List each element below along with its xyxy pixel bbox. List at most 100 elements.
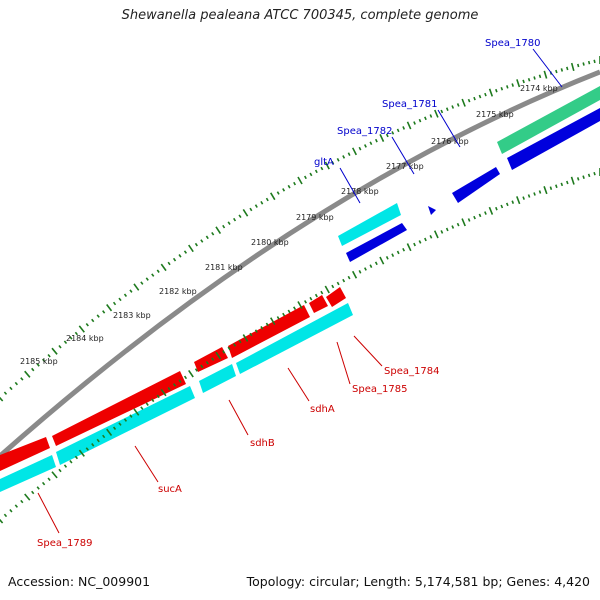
scale-label: 2184 kbp [66,334,104,343]
feature-spea-1780-rna[interactable] [497,86,600,154]
scale-tick [215,351,222,360]
feature-suca-rna[interactable] [56,386,195,465]
scale-tick [342,278,346,283]
scale-tick [20,499,24,504]
scale-tick [451,225,455,229]
feature-spea-1789-rna[interactable] [0,455,56,492]
feature-sdhb-rna[interactable] [199,364,236,393]
scale-tick [287,309,291,314]
scale-tick [413,242,416,247]
scale-tick [63,340,68,345]
scale-tick [156,394,160,399]
scale-tick [424,116,427,121]
scale-tick [495,88,498,93]
gene-label-glta[interactable]: gltA [314,157,334,168]
scale-tick [0,396,4,402]
scale-tick [254,329,258,333]
scale-tick [47,477,51,481]
gene-label-sdhb[interactable]: sdhB [250,438,275,449]
scale-tick [358,146,362,151]
feature-suca-cds[interactable] [52,371,186,446]
scale-tick [433,230,439,239]
scale-tick [533,192,536,196]
feature-spea-1789-cds[interactable] [0,437,50,471]
scale-label: 2185 kbp [20,357,58,366]
scale-tick [522,79,525,84]
leader-line [228,399,249,436]
scale-tick [69,336,73,340]
scale-tick [582,175,585,179]
scale-tick [484,92,487,97]
scale-tick [282,188,286,192]
scale-label: 2179 kbp [296,213,334,222]
scale-tick [522,196,525,200]
scale-tick [0,518,4,524]
gene-label-spea-1781[interactable]: Spea_1781 [382,99,437,110]
scale-tick [451,105,455,109]
scale-tick [74,455,79,460]
scale-tick [516,196,521,205]
scale-tick [276,316,280,320]
scale-tick [391,253,395,257]
scale-tick [129,414,133,418]
scale-tick [63,464,68,468]
scale-tick [516,79,521,88]
scale-tick [78,449,85,457]
feature-sdhb-cds[interactable] [194,347,228,372]
feature-sdha-cds[interactable] [228,305,310,358]
scale-tick [145,402,149,406]
scale-tick [9,509,13,513]
scale-tick [24,493,31,501]
footer-summary: Topology: circular; Length: 5,174,581 bp… [246,574,590,589]
scale-tick [178,379,182,383]
scale-tick [238,339,242,344]
feature-spea-1780-cds[interactable] [507,108,600,170]
scale-tick [429,235,433,239]
scale-tick [488,88,494,97]
feature-glta-cds[interactable] [346,223,407,262]
gene-labels-bottom: Spea_1784 Spea_1785 sdhA sdhB sucA Spea_… [37,335,439,549]
scale-tick [293,306,297,311]
scale-tick [445,107,449,111]
scale-tick [215,226,222,235]
scale-tick [467,98,471,103]
scale-tick [351,147,358,156]
scale-tick [106,428,113,436]
scale-tick [20,377,24,381]
feature-spea-1785-cds[interactable] [309,295,328,313]
scale-tick [418,118,422,123]
scale-tick [85,323,89,327]
scale-tick [183,250,188,254]
scale-tick [374,261,378,266]
scale-tick [506,85,509,89]
scale-tick [106,304,113,312]
scale-tick [484,211,487,215]
scale-tick [314,169,318,174]
gene-label-sdha[interactable]: sdhA [310,404,335,415]
feature-glta-rna[interactable] [338,203,401,246]
scale-tick [324,285,330,294]
feature-spea-1781-cds[interactable] [452,167,500,203]
gene-label-spea-1785[interactable]: Spea_1785 [352,384,407,395]
scale-tick [69,460,73,464]
scale-tick [560,68,564,72]
feature-spea-1784-cds[interactable] [326,287,346,307]
scale-tick [342,155,346,159]
scale-tick [369,141,373,146]
scale-tick [211,231,215,236]
gene-label-spea-1780[interactable]: Spea_1780 [485,38,540,49]
scale-labels: 2174 kbp 2175 kbp 2176 kbp 2177 kbp 2178… [20,84,558,366]
feature-spea-1784-rna[interactable] [236,303,353,374]
scale-label: 2180 kbp [251,238,289,247]
gene-label-spea-1782[interactable]: Spea_1782 [337,126,392,137]
gene-label-spea-1789[interactable]: Spea_1789 [37,538,92,549]
scale-tick [320,290,324,295]
scale-tick [123,293,128,297]
gene-label-suca[interactable]: sucA [158,484,182,495]
scale-tick [36,486,40,490]
scale-tick [347,152,351,156]
scale-tick [473,215,476,220]
gene-label-spea-1784[interactable]: Spea_1784 [384,366,439,377]
scale-tick [233,217,237,222]
feature-spea-1782-cds[interactable] [428,206,436,215]
